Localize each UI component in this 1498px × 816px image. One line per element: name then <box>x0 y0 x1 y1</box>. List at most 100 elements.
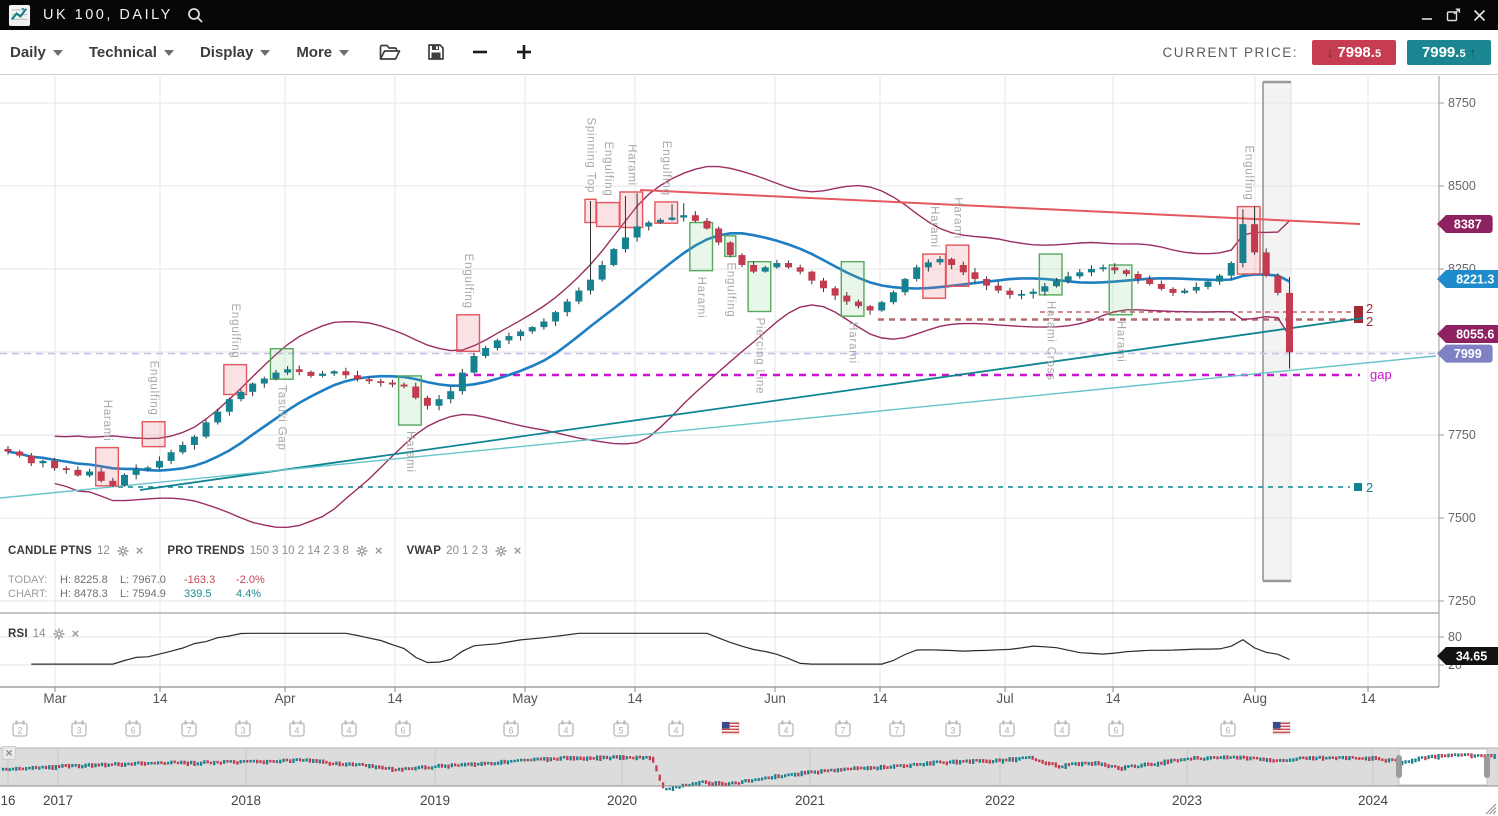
calendar-event-icon[interactable]: 6 <box>395 720 411 737</box>
pattern-count-label: 2 <box>1366 480 1373 495</box>
pattern-label: Harami <box>847 322 859 364</box>
gear-icon[interactable] <box>117 545 129 557</box>
pattern-label: Engulfing <box>660 141 672 196</box>
trend-line-resistance[interactable] <box>639 189 1361 225</box>
pattern-box-harami[interactable] <box>397 375 422 426</box>
candles <box>4 193 1293 487</box>
gear-icon[interactable] <box>495 545 507 557</box>
price-tick-label: 7500 <box>1448 511 1476 525</box>
calendar-event-icon[interactable]: 4 <box>289 720 305 737</box>
calendar-event-count: 5 <box>618 726 623 736</box>
menu-more[interactable]: More <box>296 44 350 61</box>
navigator-close-button[interactable]: × <box>2 746 16 760</box>
pattern-box-engulfing[interactable] <box>456 314 481 353</box>
navigator-handle-left[interactable] <box>1396 755 1402 778</box>
pattern-count-label: 2 <box>1366 301 1373 316</box>
calendar-event-icon[interactable]: 4 <box>668 720 684 737</box>
pattern-box-engulfing[interactable] <box>595 201 621 228</box>
app-logo-icon <box>8 4 31 26</box>
pattern-box-harami[interactable] <box>840 260 865 317</box>
calendar-event-count: 2 <box>17 726 22 736</box>
year-tick-label: 16 <box>0 793 15 808</box>
pattern-label: Piercing Line <box>753 317 765 394</box>
pattern-box-engulfing[interactable] <box>141 421 166 448</box>
remove-indicator-icon[interactable]: × <box>71 626 80 641</box>
calendar-event-count: 3 <box>240 726 245 736</box>
calendar-event-icon[interactable]: 4 <box>999 720 1015 737</box>
month-tick-label: 14 <box>1105 691 1121 706</box>
pattern-label: Engulfing <box>148 361 160 416</box>
calendar-event-icon[interactable]: 6 <box>1220 720 1236 737</box>
price-tag-value: 8387 <box>1454 218 1482 232</box>
calendar-event-icon[interactable]: 6 <box>125 720 141 737</box>
band-upper-line <box>54 165 1290 440</box>
calendar-event-icon[interactable]: 3 <box>945 720 961 737</box>
chart-change: 339.5 <box>184 588 212 600</box>
remove-indicator-icon[interactable]: × <box>513 543 522 558</box>
year-tick-label: 2021 <box>795 793 825 808</box>
calendar-event-icon[interactable]: 6 <box>503 720 519 737</box>
us-flag-icon[interactable] <box>1272 721 1291 735</box>
navigator-handle-right[interactable] <box>1484 755 1490 778</box>
buy-price-button[interactable]: 7999.5 ↑ <box>1407 39 1491 65</box>
calendar-event-icon[interactable]: 7 <box>889 720 905 737</box>
menu-technical[interactable]: Technical <box>89 44 174 61</box>
pattern-box-harami[interactable] <box>619 191 644 229</box>
pattern-box-piercing-line[interactable] <box>747 260 772 313</box>
gear-icon[interactable] <box>356 545 368 557</box>
zoom-in-button[interactable] <box>515 43 533 61</box>
today-high: H: 8225.8 <box>60 574 108 586</box>
search-icon[interactable] <box>187 7 204 24</box>
remove-indicator-icon[interactable]: × <box>374 543 383 558</box>
menu-daily[interactable]: Daily <box>10 44 63 61</box>
calendar-event-icon[interactable]: 7 <box>181 720 197 737</box>
calendar-event-icon[interactable]: 3 <box>71 720 87 737</box>
price-tick-label: 7250 <box>1448 594 1476 608</box>
rsi-tick-label: 80 <box>1448 630 1462 644</box>
pattern-label: Harami <box>928 206 940 248</box>
calendar-event-icon[interactable]: 4 <box>1054 720 1070 737</box>
titlebar: UK 100, DAILY <box>0 0 1498 30</box>
pattern-box-engulfing[interactable] <box>223 363 248 396</box>
calendar-event-count: 6 <box>1225 726 1230 736</box>
price-tag-value: 8221.3 <box>1456 273 1494 287</box>
open-folder-button[interactable] <box>379 44 401 61</box>
calendar-event-icon[interactable]: 5 <box>613 720 629 737</box>
save-button[interactable] <box>427 43 445 61</box>
calendar-event-icon[interactable]: 6 <box>1108 720 1124 737</box>
folder-open-icon <box>379 44 401 60</box>
indicator-lines <box>0 165 1437 529</box>
pattern-box-harami[interactable] <box>689 221 714 272</box>
event-calendar-row: 2 3 6 7 3 4 4 6 6 4 5 4 4 7 7 3 4 4 6 6 <box>12 720 1291 737</box>
calendar-event-icon[interactable]: 7 <box>835 720 851 737</box>
calendar-event-icon[interactable]: 4 <box>778 720 794 737</box>
calendar-event-icon[interactable]: 4 <box>341 720 357 737</box>
menu-display[interactable]: Display <box>200 44 271 61</box>
us-flag-icon[interactable] <box>721 721 740 735</box>
pattern-box-harami[interactable] <box>1108 264 1133 316</box>
calendar-event-icon[interactable]: 4 <box>558 720 574 737</box>
month-tick-label: Aug <box>1243 691 1267 706</box>
calendar-event-icon[interactable]: 3 <box>235 720 251 737</box>
month-tick-label: May <box>512 691 538 706</box>
trend-line-support-dark[interactable] <box>139 317 1364 491</box>
calendar-event-count: 4 <box>673 726 678 736</box>
zoom-out-button[interactable] <box>471 43 489 61</box>
remove-indicator-icon[interactable]: × <box>135 543 144 558</box>
sell-price-button[interactable]: ↓ 7998.5 <box>1312 39 1396 65</box>
trend-line-support-light[interactable] <box>0 355 1437 499</box>
resize-grip[interactable] <box>1485 803 1497 815</box>
calendar-event-icon[interactable]: 2 <box>12 720 28 737</box>
navigator[interactable]: 16 2017 2018 2019 2020 2021 2022 2023 2024 <box>0 747 1498 808</box>
calendar-event-count: 6 <box>1113 726 1118 736</box>
minimize-button[interactable] <box>1414 0 1440 30</box>
popout-button[interactable] <box>1440 0 1466 30</box>
pattern-box-harami[interactable] <box>945 244 970 287</box>
chart-low: L: 7594.9 <box>120 588 166 600</box>
pattern-label: Engulfing <box>724 262 736 317</box>
gear-icon[interactable] <box>53 628 65 640</box>
close-button[interactable] <box>1466 0 1492 30</box>
price-tag <box>1437 647 1498 665</box>
